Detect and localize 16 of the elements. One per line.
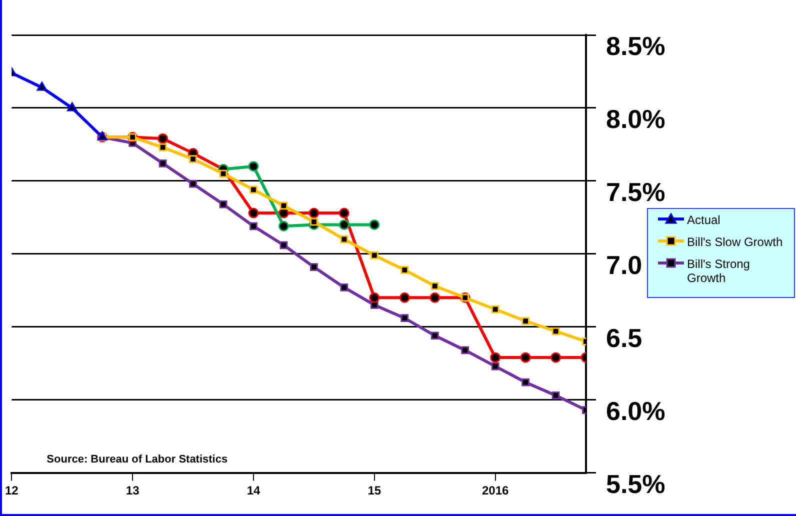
x-tick-label: 14 (246, 483, 260, 498)
x-tick-label: 2016 (482, 483, 509, 498)
x-tick-label: 15 (368, 483, 382, 498)
y-tick-label: 7.5% (606, 177, 666, 208)
y-tick-label: 7.0 (606, 250, 642, 280)
annotation: Source: Bureau of Labor Statistics (46, 453, 228, 466)
legend-label: Bill's Slow Growth (687, 235, 783, 249)
x-tick-label: 12 (4, 483, 19, 498)
x-tick-label: 13 (126, 483, 140, 498)
legend-label: Actual (687, 213, 720, 227)
y-tick-label: 5.5% (606, 468, 666, 499)
y-tick-label: 6.0% (606, 396, 666, 426)
y-tick-label: 6.5 (606, 323, 642, 354)
y-tick-label: 8.5% (606, 31, 666, 62)
y-tick-label: 8.0% (606, 104, 666, 134)
legend-label: Bill's Strong Growth (687, 257, 751, 285)
